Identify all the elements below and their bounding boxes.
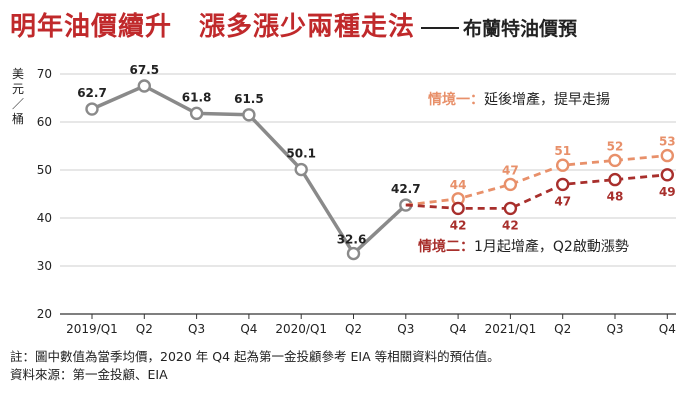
- series-line: [405, 173, 668, 210]
- scenario-one-note: 情境一：延後增產，提早走揚: [428, 91, 610, 108]
- data-label: 49: [659, 185, 676, 199]
- data-label: 47: [554, 194, 571, 208]
- data-point: [660, 148, 674, 163]
- x-tick-label: Q4: [659, 322, 676, 336]
- y-tick-label: 60: [37, 115, 52, 129]
- data-point: [346, 246, 361, 261]
- y-axis-label: 美元／桶: [12, 67, 24, 126]
- scenario-two-note: 情境二：1月起增產，Q2啟動漲勢: [418, 238, 629, 255]
- data-point: [503, 177, 518, 192]
- x-tick-label: 2019/Q1: [66, 322, 118, 336]
- x-tick-label: 2020/Q1: [275, 322, 327, 336]
- y-tick-label: 50: [37, 163, 52, 177]
- footnotes: 註：圖中數值為當季均價，2020 年 Q4 起為第一金投顧參考 EIA 等相關資…: [10, 348, 500, 384]
- data-point: [556, 177, 570, 192]
- chart-area: 美元／桶 20 30 40 50 60 70 2019/Q1 Q2 Q3 Q4 2020/Q1 Q2 Q3…: [12, 63, 676, 336]
- x-tick-label: Q4: [240, 322, 257, 336]
- data-label: 52: [607, 139, 624, 153]
- note-line: 註：圖中數值為當季均價，2020 年 Q4 起為第一金投顧參考 EIA 等相關資…: [10, 349, 500, 364]
- data-point: [137, 79, 152, 93]
- data-label: 67.5: [129, 63, 159, 77]
- title-dash: [421, 26, 460, 29]
- data-label: 62.7: [77, 86, 107, 100]
- chart-subtitle: 布蘭特油價預: [463, 18, 578, 40]
- data-label: 53: [659, 135, 676, 149]
- data-point: [451, 201, 465, 216]
- data-label: 47: [502, 163, 519, 177]
- x-tick-label: Q2: [136, 322, 153, 336]
- data-point: [242, 108, 256, 122]
- data-label: 32.6: [337, 233, 367, 247]
- data-label: 61.5: [234, 92, 264, 106]
- data-label: 51: [554, 144, 571, 158]
- data-point: [660, 168, 674, 182]
- data-label: 44: [450, 178, 467, 192]
- data-point: [503, 201, 518, 216]
- series-line: [405, 154, 668, 207]
- source-line: 資料來源：第一金投顧、EIA: [10, 367, 168, 382]
- data-label: 42: [450, 218, 467, 232]
- y-tick-label: 20: [37, 307, 52, 321]
- data-label: 50.1: [286, 147, 316, 161]
- x-tick-label: Q4: [450, 322, 467, 336]
- x-tick-label: Q3: [606, 322, 623, 336]
- x-tick-label: Q2: [554, 322, 571, 336]
- y-tick-label: 70: [37, 67, 52, 81]
- data-point: [556, 158, 570, 172]
- data-point: [608, 153, 622, 168]
- y-tick-label: 40: [37, 211, 52, 225]
- data-label: 61.8: [182, 90, 212, 104]
- chart-title: 明年油價續升 漲多漲少兩種走法: [10, 12, 416, 42]
- x-tick-label: Q2: [345, 322, 362, 336]
- data-point: [85, 102, 99, 116]
- title-row: 明年油價續升 漲多漲少兩種走法 布蘭特油價預: [10, 6, 577, 46]
- data-label: 42: [502, 218, 519, 232]
- data-point: [294, 162, 308, 177]
- data-point: [189, 106, 204, 121]
- data-point: [608, 172, 622, 187]
- x-tick-label: 2021/Q1: [485, 322, 537, 336]
- data-label: 42.7: [391, 182, 421, 196]
- data-label: 48: [607, 190, 624, 204]
- y-tick-label: 30: [37, 259, 52, 273]
- x-tick-label: Q3: [188, 322, 205, 336]
- x-tick-label: Q3: [397, 322, 414, 336]
